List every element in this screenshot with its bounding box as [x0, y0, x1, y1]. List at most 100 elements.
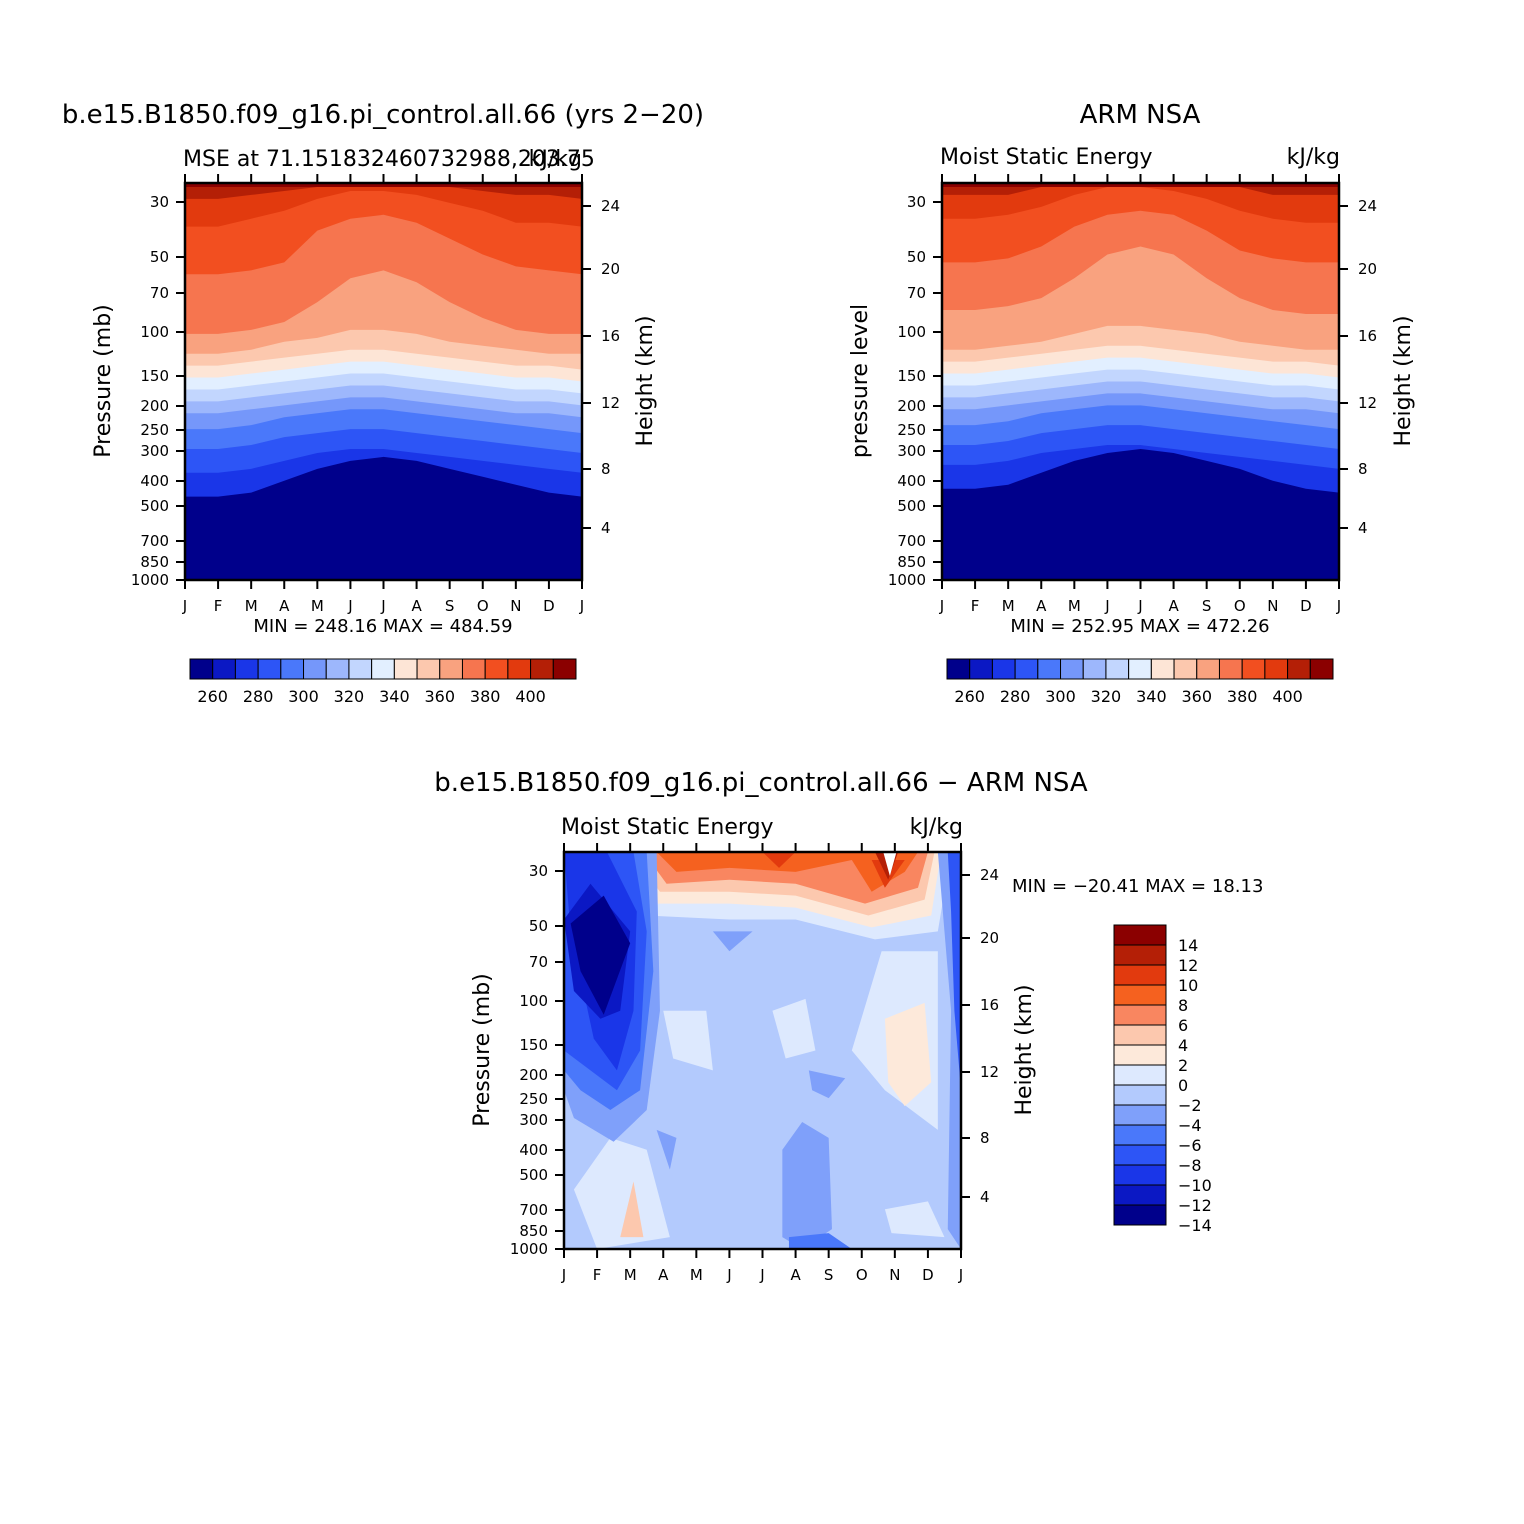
panel-obs-subtitle-right: kJ/kg [1287, 145, 1340, 170]
y2-tick-label: 20 [980, 929, 999, 947]
contour-band [620, 1181, 644, 1238]
colorbar-box [212, 658, 236, 680]
colorbar-box [1309, 658, 1334, 680]
colorbar-label: 300 [288, 687, 319, 706]
colorbar-label: 380 [1227, 687, 1258, 706]
panel-obs-title: ARM NSA [1080, 100, 1201, 130]
panel-model-subtitle-right: kJ/kg [529, 147, 582, 172]
colorbar-label: 260 [197, 687, 228, 706]
x-tick-label: F [593, 1266, 602, 1284]
panel-obs-axes: J F M A M J J A S O N D J 30 50 70 100 150 200 250 300 400 500… [888, 174, 1377, 615]
contour-band [656, 1129, 677, 1170]
colorbar-box [303, 658, 327, 680]
colorbar-box [1113, 964, 1167, 986]
panel-model-colorbar: 260 280 300 320 340 360 380 400 [189, 658, 577, 706]
x-tick-label: S [824, 1266, 834, 1284]
colorbar-label: 2 [1178, 1056, 1188, 1075]
colorbar-label: 8 [1178, 996, 1188, 1015]
contour-band [772, 998, 816, 1059]
panel-obs-minmax: MIN = 252.95 MAX = 472.26 [1010, 616, 1269, 637]
y-tick-label: 100 [140, 323, 169, 341]
x-tick-label: M [311, 597, 324, 615]
contour-band [884, 1002, 932, 1107]
colorbar-box [1128, 658, 1152, 680]
panel-diff-y2label: Height (km) [1012, 984, 1037, 1115]
x-tick-label: M [1068, 597, 1081, 615]
x-tick-label: J [579, 597, 584, 615]
y-tick-label: 50 [529, 917, 548, 935]
y2-tick-label: 16 [980, 996, 999, 1014]
colorbar-box [1113, 924, 1167, 946]
colorbar-box [189, 658, 214, 680]
y-tick-label: 100 [897, 323, 926, 341]
y-tick-label: 100 [519, 992, 548, 1010]
y-tick-label: 250 [519, 1090, 548, 1108]
y-tick-label: 250 [140, 421, 169, 439]
panel-diff-axes: J F M A M J J A S O N D J 30 50 70 100 150 200 250 300 400 500… [510, 843, 999, 1284]
x-tick-label: N [510, 597, 521, 615]
colorbar-box [393, 658, 418, 680]
contour-band [712, 931, 753, 952]
colorbar-box [1082, 658, 1107, 680]
y-tick-label: 400 [140, 472, 169, 490]
panel-model-subtitle-left: MSE at 71.151832460732988,203.75 [183, 147, 595, 172]
y-tick-label: 70 [150, 284, 169, 302]
x-tick-label: O [477, 597, 489, 615]
y-tick-label: 300 [519, 1111, 548, 1129]
colorbar-label: −10 [1178, 1176, 1212, 1195]
contour-band [663, 1010, 713, 1071]
y-tick-label: 70 [529, 953, 548, 971]
colorbar-label: 0 [1178, 1076, 1188, 1095]
colorbar-label: −2 [1178, 1096, 1202, 1115]
colorbar-box [1264, 658, 1289, 680]
contour-band [947, 852, 961, 1091]
colorbar-box [1113, 1184, 1167, 1206]
x-tick-label: A [790, 1266, 801, 1284]
y-tick-label: 30 [907, 193, 926, 211]
colorbar-box [257, 658, 282, 680]
colorbar-label: −6 [1178, 1136, 1202, 1155]
contour-band [884, 1201, 945, 1238]
contour-band [185, 183, 582, 227]
x-tick-label: J [939, 597, 944, 615]
y-tick-label: 700 [140, 532, 169, 550]
colorbar-box [1113, 1004, 1167, 1026]
panel-obs-subtitle-left: Moist Static Energy [940, 145, 1153, 170]
colorbar-box [1113, 1084, 1167, 1106]
x-tick-label: M [245, 597, 258, 615]
contour-band [782, 1121, 832, 1249]
y2-tick-label: 24 [601, 197, 620, 215]
y-tick-label: 70 [907, 284, 926, 302]
panel-obs-ylabel: pressure level [848, 304, 873, 458]
y-tick-label: 400 [897, 472, 926, 490]
panel-diff-ylabel: Pressure (mb) [470, 973, 495, 1127]
panel-diff-subtitle-right: kJ/kg [910, 815, 963, 840]
y2-tick-label: 24 [1358, 197, 1377, 215]
y-tick-label: 700 [519, 1201, 548, 1219]
y2-tick-label: 16 [1358, 327, 1377, 345]
x-tick-label: J [182, 597, 187, 615]
panel-diff: b.e15.B1850.f09_g16.pi_control.all.66 − … [434, 768, 1263, 1284]
y-tick-label: 850 [519, 1222, 548, 1240]
colorbar-box [1287, 658, 1311, 680]
panel-model-axes: J F M A M J J A S O N D J 30 50 70 100 150 200 250 300 400 500… [131, 174, 620, 615]
y2-tick-label: 4 [1358, 519, 1368, 537]
x-tick-label: M [1002, 597, 1015, 615]
x-tick-label: A [411, 597, 422, 615]
y2-tick-label: 20 [1358, 260, 1377, 278]
colorbar-label: 12 [1178, 956, 1198, 975]
colorbar-box [1113, 1204, 1167, 1226]
y-tick-label: 500 [897, 497, 926, 515]
contour-band [808, 1070, 846, 1099]
colorbar-box [234, 658, 259, 680]
colorbar-box [946, 658, 971, 680]
contour-band [570, 895, 631, 1015]
x-tick-label: F [214, 597, 223, 615]
y2-tick-label: 12 [980, 1063, 999, 1081]
y-tick-label: 500 [519, 1166, 548, 1184]
x-tick-label: D [922, 1266, 934, 1284]
x-tick-label: F [971, 597, 980, 615]
